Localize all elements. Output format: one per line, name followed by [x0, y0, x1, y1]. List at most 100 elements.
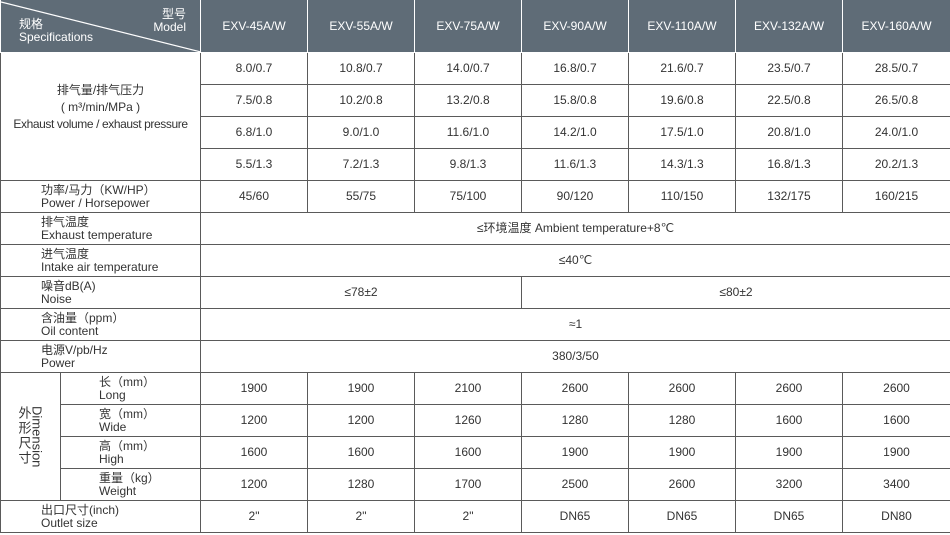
- exhaust-value: 14.0/0.7: [414, 52, 522, 85]
- exhaust-label-en: Exhaust volume / exhaust pressure: [13, 117, 188, 131]
- intake-temp-label: 进气温度 Intake air temperature: [0, 244, 201, 277]
- power-value: 75/100: [414, 180, 522, 213]
- exhaust-temp-value: ≤环境温度 Ambient temperature+8℃: [200, 212, 950, 245]
- exhaust-temp-label: 排气温度 Exhaust temperature: [0, 212, 201, 245]
- exhaust-value: 7.2/1.3: [307, 148, 415, 181]
- power-row: 功率/马力（KW/HP） Power / Horsepower 45/60 55/75…: [0, 180, 950, 213]
- intake-temp-label-zh: 进气温度: [41, 246, 90, 261]
- dimension-sub-label: 重量（kg） Weight: [60, 468, 201, 501]
- oil-content-label-en: Oil content: [41, 323, 99, 338]
- intake-temp-row: 进气温度 Intake air temperature ≤40℃: [0, 244, 950, 277]
- dimension-value: 1900: [735, 436, 843, 469]
- outlet-value: DN65: [628, 500, 736, 533]
- exhaust-value: 23.5/0.7: [735, 52, 843, 85]
- noise-row: 噪音dB(A) Noise ≤78±2 ≤80±2: [0, 276, 950, 309]
- noise-value-b: ≤80±2: [521, 276, 950, 309]
- dimension-value: 1200: [307, 404, 415, 437]
- exhaust-value: 28.5/0.7: [842, 52, 950, 85]
- exhaust-value: 11.6/1.0: [414, 116, 522, 149]
- dimension-value: 1600: [735, 404, 843, 437]
- dimension-label-en: Dimension: [29, 405, 45, 467]
- dimension-value: 1900: [307, 372, 415, 405]
- exhaust-value: 5.5/1.3: [200, 148, 308, 181]
- dimension-value: 2600: [521, 372, 629, 405]
- outlet-label: 出口尺寸(inch) Outlet size: [0, 500, 201, 533]
- dimension-sub-label: 高（mm） High: [60, 436, 201, 469]
- dimension-value: 1900: [842, 436, 950, 469]
- dimension-value: 2500: [521, 468, 629, 501]
- dimension-value: 1280: [307, 468, 415, 501]
- exhaust-value: 14.3/1.3: [628, 148, 736, 181]
- dimension-row: 重量（kg） Weight 1200 1280 1700 2500 2600 3200 3400: [1, 468, 950, 501]
- dimension-value: 1900: [628, 436, 736, 469]
- dimension-value: 1600: [307, 436, 415, 469]
- exhaust-row: 6.8/1.0 9.0/1.0 11.6/1.0 14.2/1.0 17.5/1.0 20…: [1, 116, 950, 149]
- exhaust-value: 21.6/0.7: [628, 52, 736, 85]
- exhaust-value: 7.5/0.8: [200, 84, 308, 117]
- outlet-value: 2": [200, 500, 308, 533]
- outlet-label-en: Outlet size: [41, 515, 98, 530]
- header-corner: 规格 Specifications 型号 Model: [0, 0, 201, 53]
- exhaust-temp-label-en: Exhaust temperature: [41, 227, 153, 242]
- dimension-value: 1900: [521, 436, 629, 469]
- power-label: 功率/马力（KW/HP） Power / Horsepower: [0, 180, 201, 213]
- exhaust-label-unit: ( m³/min/MPa ): [60, 100, 141, 114]
- dimension-sub-label-zh: 长（mm）: [99, 374, 155, 389]
- power-value: 110/150: [628, 180, 736, 213]
- power-supply-label-zh: 电源V/pb/Hz: [41, 342, 108, 357]
- exhaust-value: 13.2/0.8: [414, 84, 522, 117]
- model-header: EXV-110A/W: [628, 0, 736, 53]
- dimension-value: 1200: [200, 468, 308, 501]
- dimension-value: 2600: [628, 372, 736, 405]
- exhaust-value: 26.5/0.8: [842, 84, 950, 117]
- exhaust-row: 5.5/1.3 7.2/1.3 9.8/1.3 11.6/1.3 14.3/1.3 16.…: [1, 148, 950, 181]
- dimension-sub-label-en: Long: [99, 387, 126, 402]
- outlet-value: DN80: [842, 500, 950, 533]
- dimension-sub-label-en: Wide: [99, 419, 127, 434]
- intake-temp-label-en: Intake air temperature: [41, 259, 159, 274]
- dimension-value: 1280: [521, 404, 629, 437]
- exhaust-value: 17.5/1.0: [628, 116, 736, 149]
- exhaust-value: 22.5/0.8: [735, 84, 843, 117]
- outlet-value: 2": [307, 500, 415, 533]
- intake-temp-value: ≤40℃: [200, 244, 950, 277]
- exhaust-value: 10.2/0.8: [307, 84, 415, 117]
- power-supply-value: 380/3/50: [200, 340, 950, 373]
- power-value: 90/120: [521, 180, 629, 213]
- exhaust-value: 14.2/1.0: [521, 116, 629, 149]
- power-supply-label-en: Power: [41, 355, 76, 370]
- oil-content-label-zh: 含油量（ppm）: [41, 310, 125, 325]
- exhaust-value: 8.0/0.7: [200, 52, 308, 85]
- dimension-value: 2100: [414, 372, 522, 405]
- oil-content-label: 含油量（ppm） Oil content: [0, 308, 201, 341]
- oil-content-row: 含油量（ppm） Oil content ≈1: [0, 308, 950, 341]
- oil-content-value: ≈1: [200, 308, 950, 341]
- dimension-value: 1600: [200, 436, 308, 469]
- exhaust-temp-label-zh: 排气温度: [41, 214, 90, 229]
- model-en: Model: [153, 20, 186, 34]
- exhaust-label-zh: 排气量/排气压力: [56, 83, 145, 97]
- diagonal-line: [1, 1, 201, 52]
- power-label-en: Power / Horsepower: [41, 195, 150, 210]
- outlet-row: 出口尺寸(inch) Outlet size 2" 2" 2" DN65 DN65 DN65 D…: [0, 500, 950, 533]
- dimension-sub-label-zh: 重量（kg）: [99, 470, 160, 485]
- dimension-value: 2600: [842, 372, 950, 405]
- model-header: EXV-45A/W: [200, 0, 308, 53]
- dimension-value: 1280: [628, 404, 736, 437]
- exhaust-value: 16.8/0.7: [521, 52, 629, 85]
- dimension-value: 3400: [842, 468, 950, 501]
- dimension-sub-label-zh: 高（mm）: [99, 438, 155, 453]
- dimension-value: 2600: [628, 468, 736, 501]
- noise-value-a: ≤78±2: [200, 276, 522, 309]
- exhaust-value: 19.6/0.8: [628, 84, 736, 117]
- power-value: 55/75: [307, 180, 415, 213]
- power-supply-label: 电源V/pb/Hz Power: [0, 340, 201, 373]
- model-header: EXV-132A/W: [735, 0, 843, 53]
- exhaust-value: 6.8/1.0: [200, 116, 308, 149]
- model-header: EXV-75A/W: [414, 0, 522, 53]
- dimension-row: 宽（mm） Wide 1200 1200 1260 1280 1280 1600 1600: [1, 404, 950, 437]
- exhaust-value: 20.8/1.0: [735, 116, 843, 149]
- noise-label-zh: 噪音dB(A): [41, 278, 96, 293]
- outlet-value: 2": [414, 500, 522, 533]
